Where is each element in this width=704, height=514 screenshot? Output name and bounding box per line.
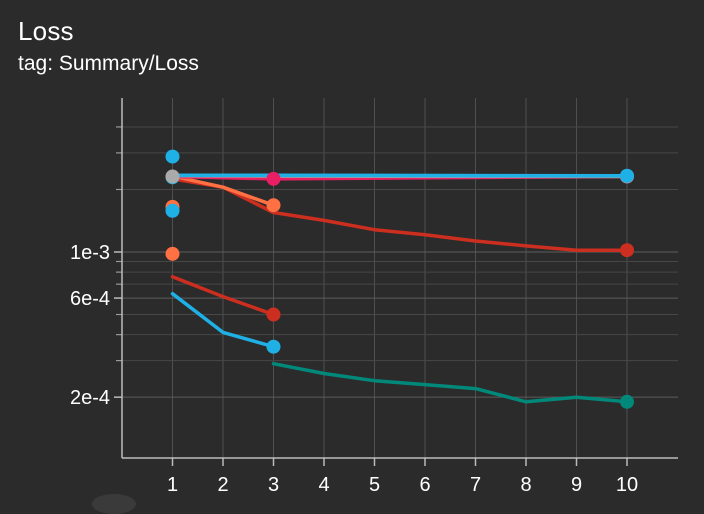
series-marker xyxy=(267,308,281,322)
x-tick-label: 9 xyxy=(571,474,582,496)
chart-series xyxy=(173,175,628,401)
chart-points xyxy=(166,150,635,409)
x-tick-label: 7 xyxy=(470,474,481,496)
data-point xyxy=(166,150,180,164)
data-point xyxy=(166,169,180,183)
y-tick-label: 1e-3 xyxy=(70,242,110,264)
y-tick-label: 6e-4 xyxy=(70,288,110,310)
series-marker xyxy=(267,172,281,186)
chart-grid xyxy=(122,98,678,458)
series-marker xyxy=(620,395,634,409)
chart-axes: 1 2 3 4 5 6 7 8 9 10 1e-3 6e-4 2e-4 xyxy=(70,98,678,496)
data-point xyxy=(166,204,180,218)
series-marker xyxy=(267,340,281,354)
x-tick-label: 4 xyxy=(318,474,329,496)
x-tick-label: 6 xyxy=(419,474,430,496)
x-tick-label: 8 xyxy=(520,474,531,496)
series-marker xyxy=(620,243,634,257)
series-marker xyxy=(267,198,281,212)
y-tick-label: 2e-4 xyxy=(70,387,110,409)
data-point xyxy=(166,247,180,261)
loss-chart[interactable]: 1 2 3 4 5 6 7 8 9 10 1e-3 6e-4 2e-4 xyxy=(0,0,704,502)
series-line xyxy=(274,364,628,402)
x-tick-label: 1 xyxy=(167,474,178,496)
series-marker xyxy=(620,169,634,183)
x-tick-label: 10 xyxy=(616,474,638,496)
expand-handle[interactable] xyxy=(92,494,136,514)
x-tick-label: 2 xyxy=(217,474,228,496)
x-tick-label: 5 xyxy=(369,474,380,496)
x-tick-label: 3 xyxy=(268,474,279,496)
